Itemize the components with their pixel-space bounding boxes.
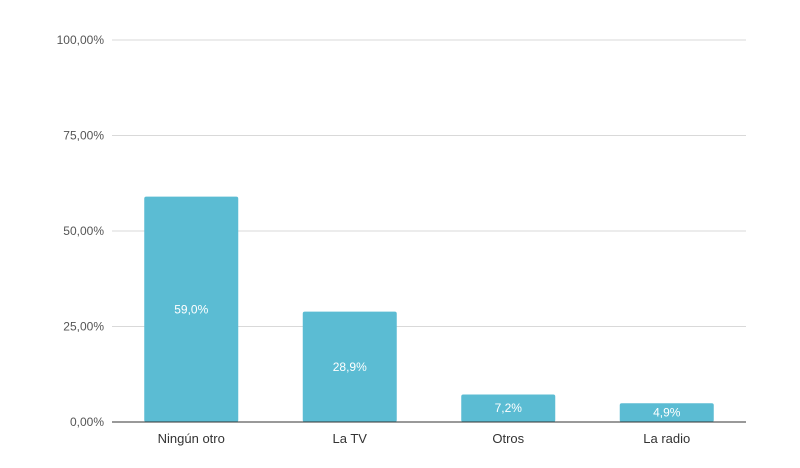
bar-0 <box>144 196 239 422</box>
data-labels: 59,0% 28,9% 7,2% 4,9% <box>174 302 681 419</box>
bars <box>144 196 714 422</box>
y-tick-label: 0,00% <box>70 415 104 429</box>
data-label: 4,9% <box>653 406 681 420</box>
y-tick-label: 25,00% <box>63 320 104 334</box>
y-tick-label: 50,00% <box>63 224 104 238</box>
x-axis-category-labels: Ningún otro La TV Otros La radio <box>158 431 691 446</box>
y-tick-label: 75,00% <box>63 129 104 143</box>
category-label: La TV <box>333 431 368 446</box>
data-label: 28,9% <box>333 360 367 374</box>
category-label: Ningún otro <box>158 431 225 446</box>
bar-1 <box>302 311 397 422</box>
category-label: Otros <box>492 431 524 446</box>
bar-2 <box>461 394 556 422</box>
category-label: La radio <box>643 431 690 446</box>
bar-3 <box>619 403 714 422</box>
data-label: 7,2% <box>495 401 523 415</box>
y-axis-tick-labels: 0,00% 25,00% 50,00% 75,00% 100,00% <box>57 33 105 429</box>
y-tick-label: 100,00% <box>57 33 105 47</box>
data-label: 59,0% <box>174 302 208 316</box>
